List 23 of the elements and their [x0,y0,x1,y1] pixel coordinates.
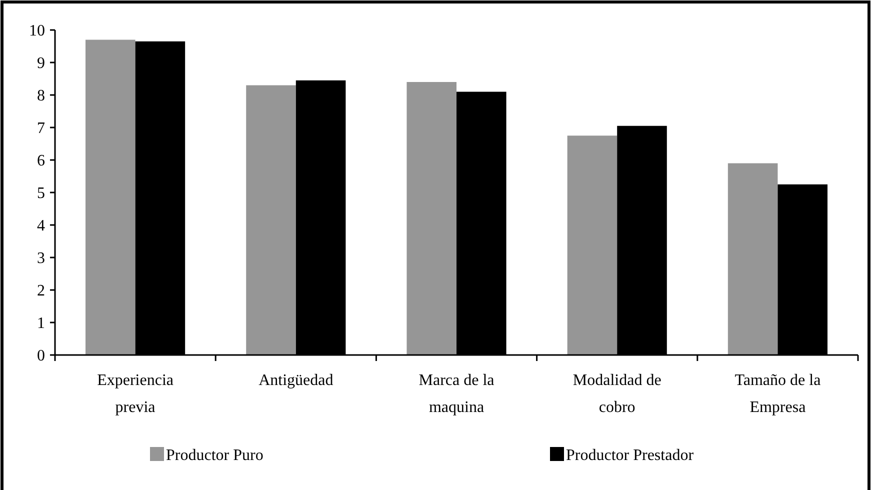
x-tick-label: Antigüedad [258,372,334,389]
y-tick-label: 7 [37,120,45,138]
y-tick-label: 6 [37,152,45,170]
x-tick-label: Experiencia previa [97,372,174,416]
y-tick-label: 5 [37,185,45,202]
legend-label: Productor Prestador [566,447,694,464]
bar [246,85,296,355]
y-tick-label: 4 [37,218,45,235]
bar [406,82,456,355]
x-tick-label: Tamaño de la Empresa [734,372,821,416]
y-tick-label: 3 [37,250,45,268]
legend-label: Productor Puro [166,447,264,464]
y-tick-label: 9 [37,55,45,72]
bar [567,136,618,355]
y-tick-label: 2 [37,282,45,300]
x-tick-label: Marca de la maquina [418,372,494,416]
y-tick-label: 10 [29,22,45,40]
bar [728,163,778,355]
y-tick-label: 8 [37,88,45,105]
x-tick-label: Modalidad de cobro [572,372,662,416]
y-tick-label: 0 [37,348,45,365]
bar [86,40,136,355]
y-tick-label: 1 [37,315,45,332]
